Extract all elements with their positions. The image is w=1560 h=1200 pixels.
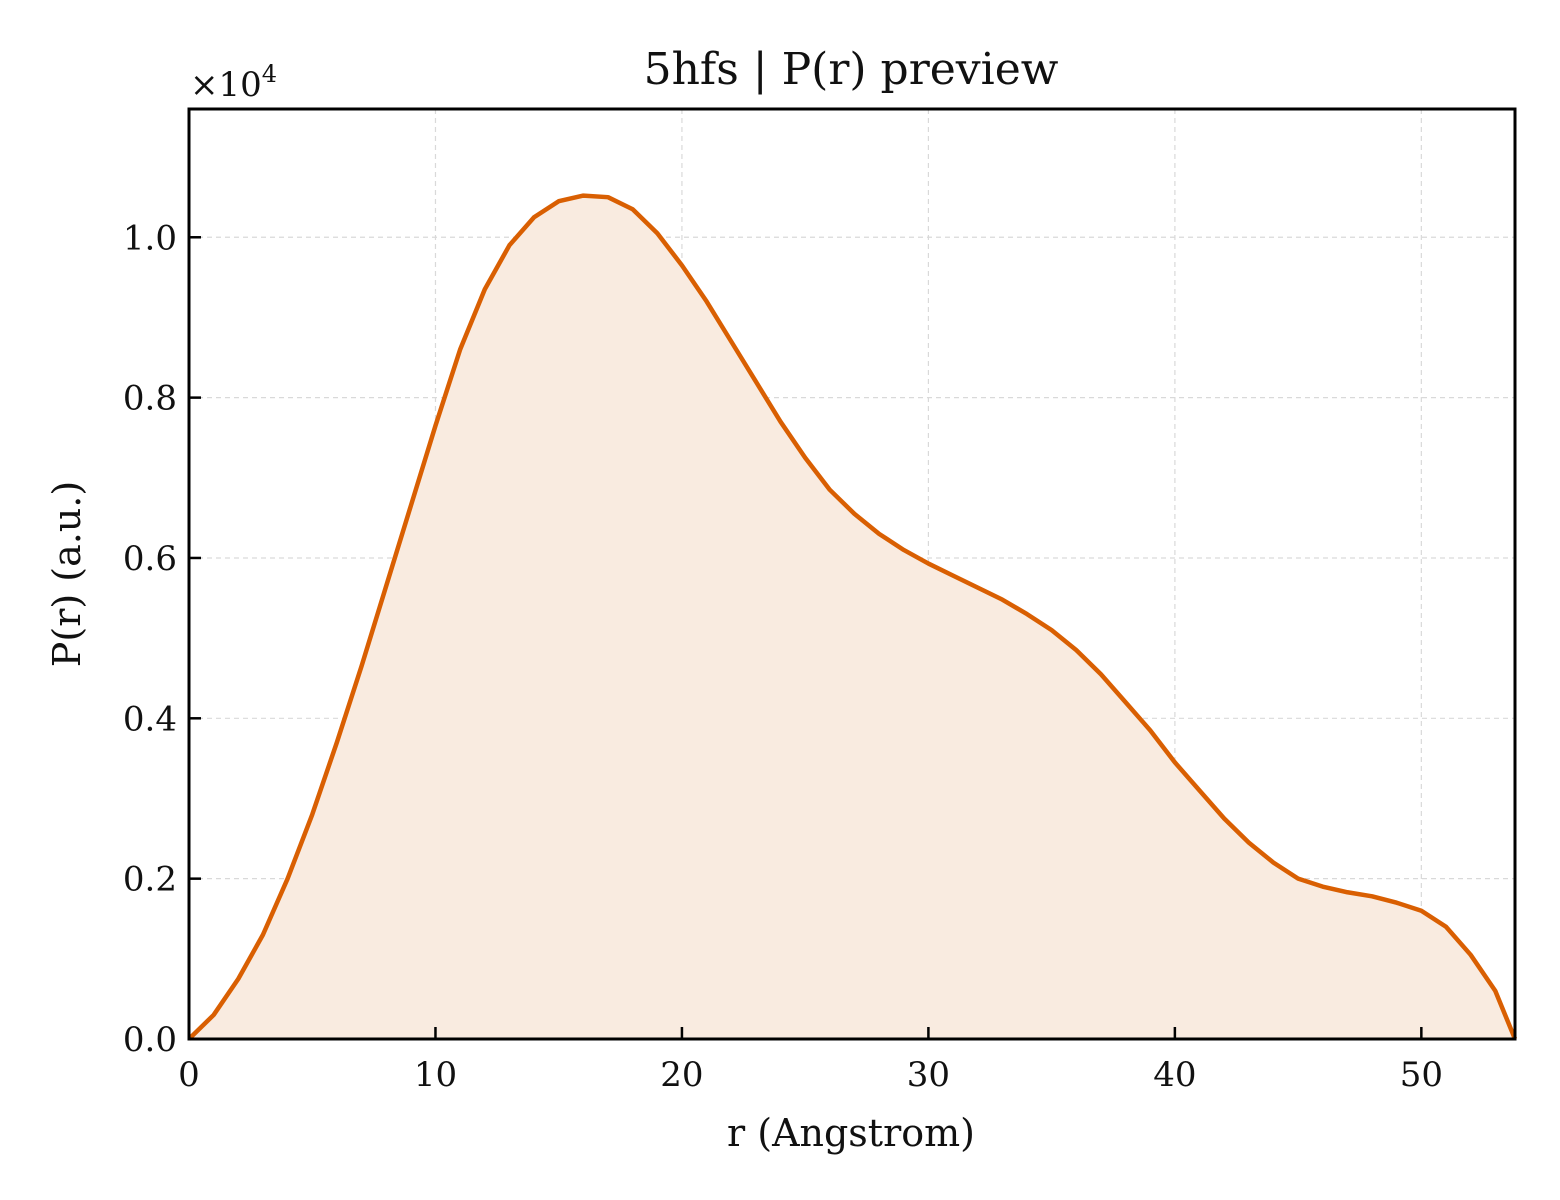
chart-title: 5hfs | P(r) preview — [644, 44, 1059, 95]
y-tick-label: 1.0 — [123, 218, 177, 258]
tick-labels: 0 10 20 30 40 50 0.0 0.2 0.4 0.6 0.8 1.0 — [123, 218, 1443, 1095]
plot-frame — [187, 107, 1517, 1041]
x-tick-label: 0 — [178, 1055, 200, 1095]
x-tick-label: 30 — [907, 1055, 950, 1095]
y-tick-label: 0.6 — [123, 539, 177, 579]
y-tick-label: 0.2 — [123, 860, 177, 900]
y-multiplier-base: ×10 — [190, 65, 262, 105]
x-tick-label: 10 — [414, 1055, 457, 1095]
x-tick-label: 40 — [1153, 1055, 1196, 1095]
pr-series-line — [187, 193, 1518, 1041]
pr-area-fill — [189, 195, 1515, 1040]
y-axis-label: P(r) (a.u.) — [45, 481, 89, 667]
y-axis-multiplier: ×104 — [190, 60, 277, 105]
y-tick-label: 0.0 — [123, 1020, 177, 1060]
x-tick-label: 50 — [1400, 1055, 1443, 1095]
y-multiplier-exponent: 4 — [262, 60, 277, 88]
y-tick-label: 0.4 — [123, 699, 177, 739]
x-axis-label: r (Angstrom) — [727, 1111, 975, 1155]
y-tick-label: 0.8 — [123, 379, 177, 419]
x-tick-label: 20 — [660, 1055, 703, 1095]
